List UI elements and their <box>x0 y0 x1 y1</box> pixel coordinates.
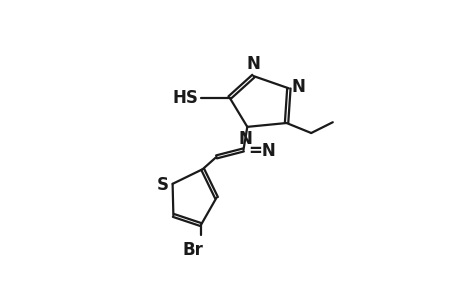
Text: =N: =N <box>247 142 275 160</box>
Text: N: N <box>238 130 252 148</box>
Text: N: N <box>246 55 260 73</box>
Text: Br: Br <box>183 241 203 259</box>
Text: S: S <box>157 176 168 194</box>
Text: N: N <box>291 78 305 96</box>
Text: HS: HS <box>173 88 198 106</box>
